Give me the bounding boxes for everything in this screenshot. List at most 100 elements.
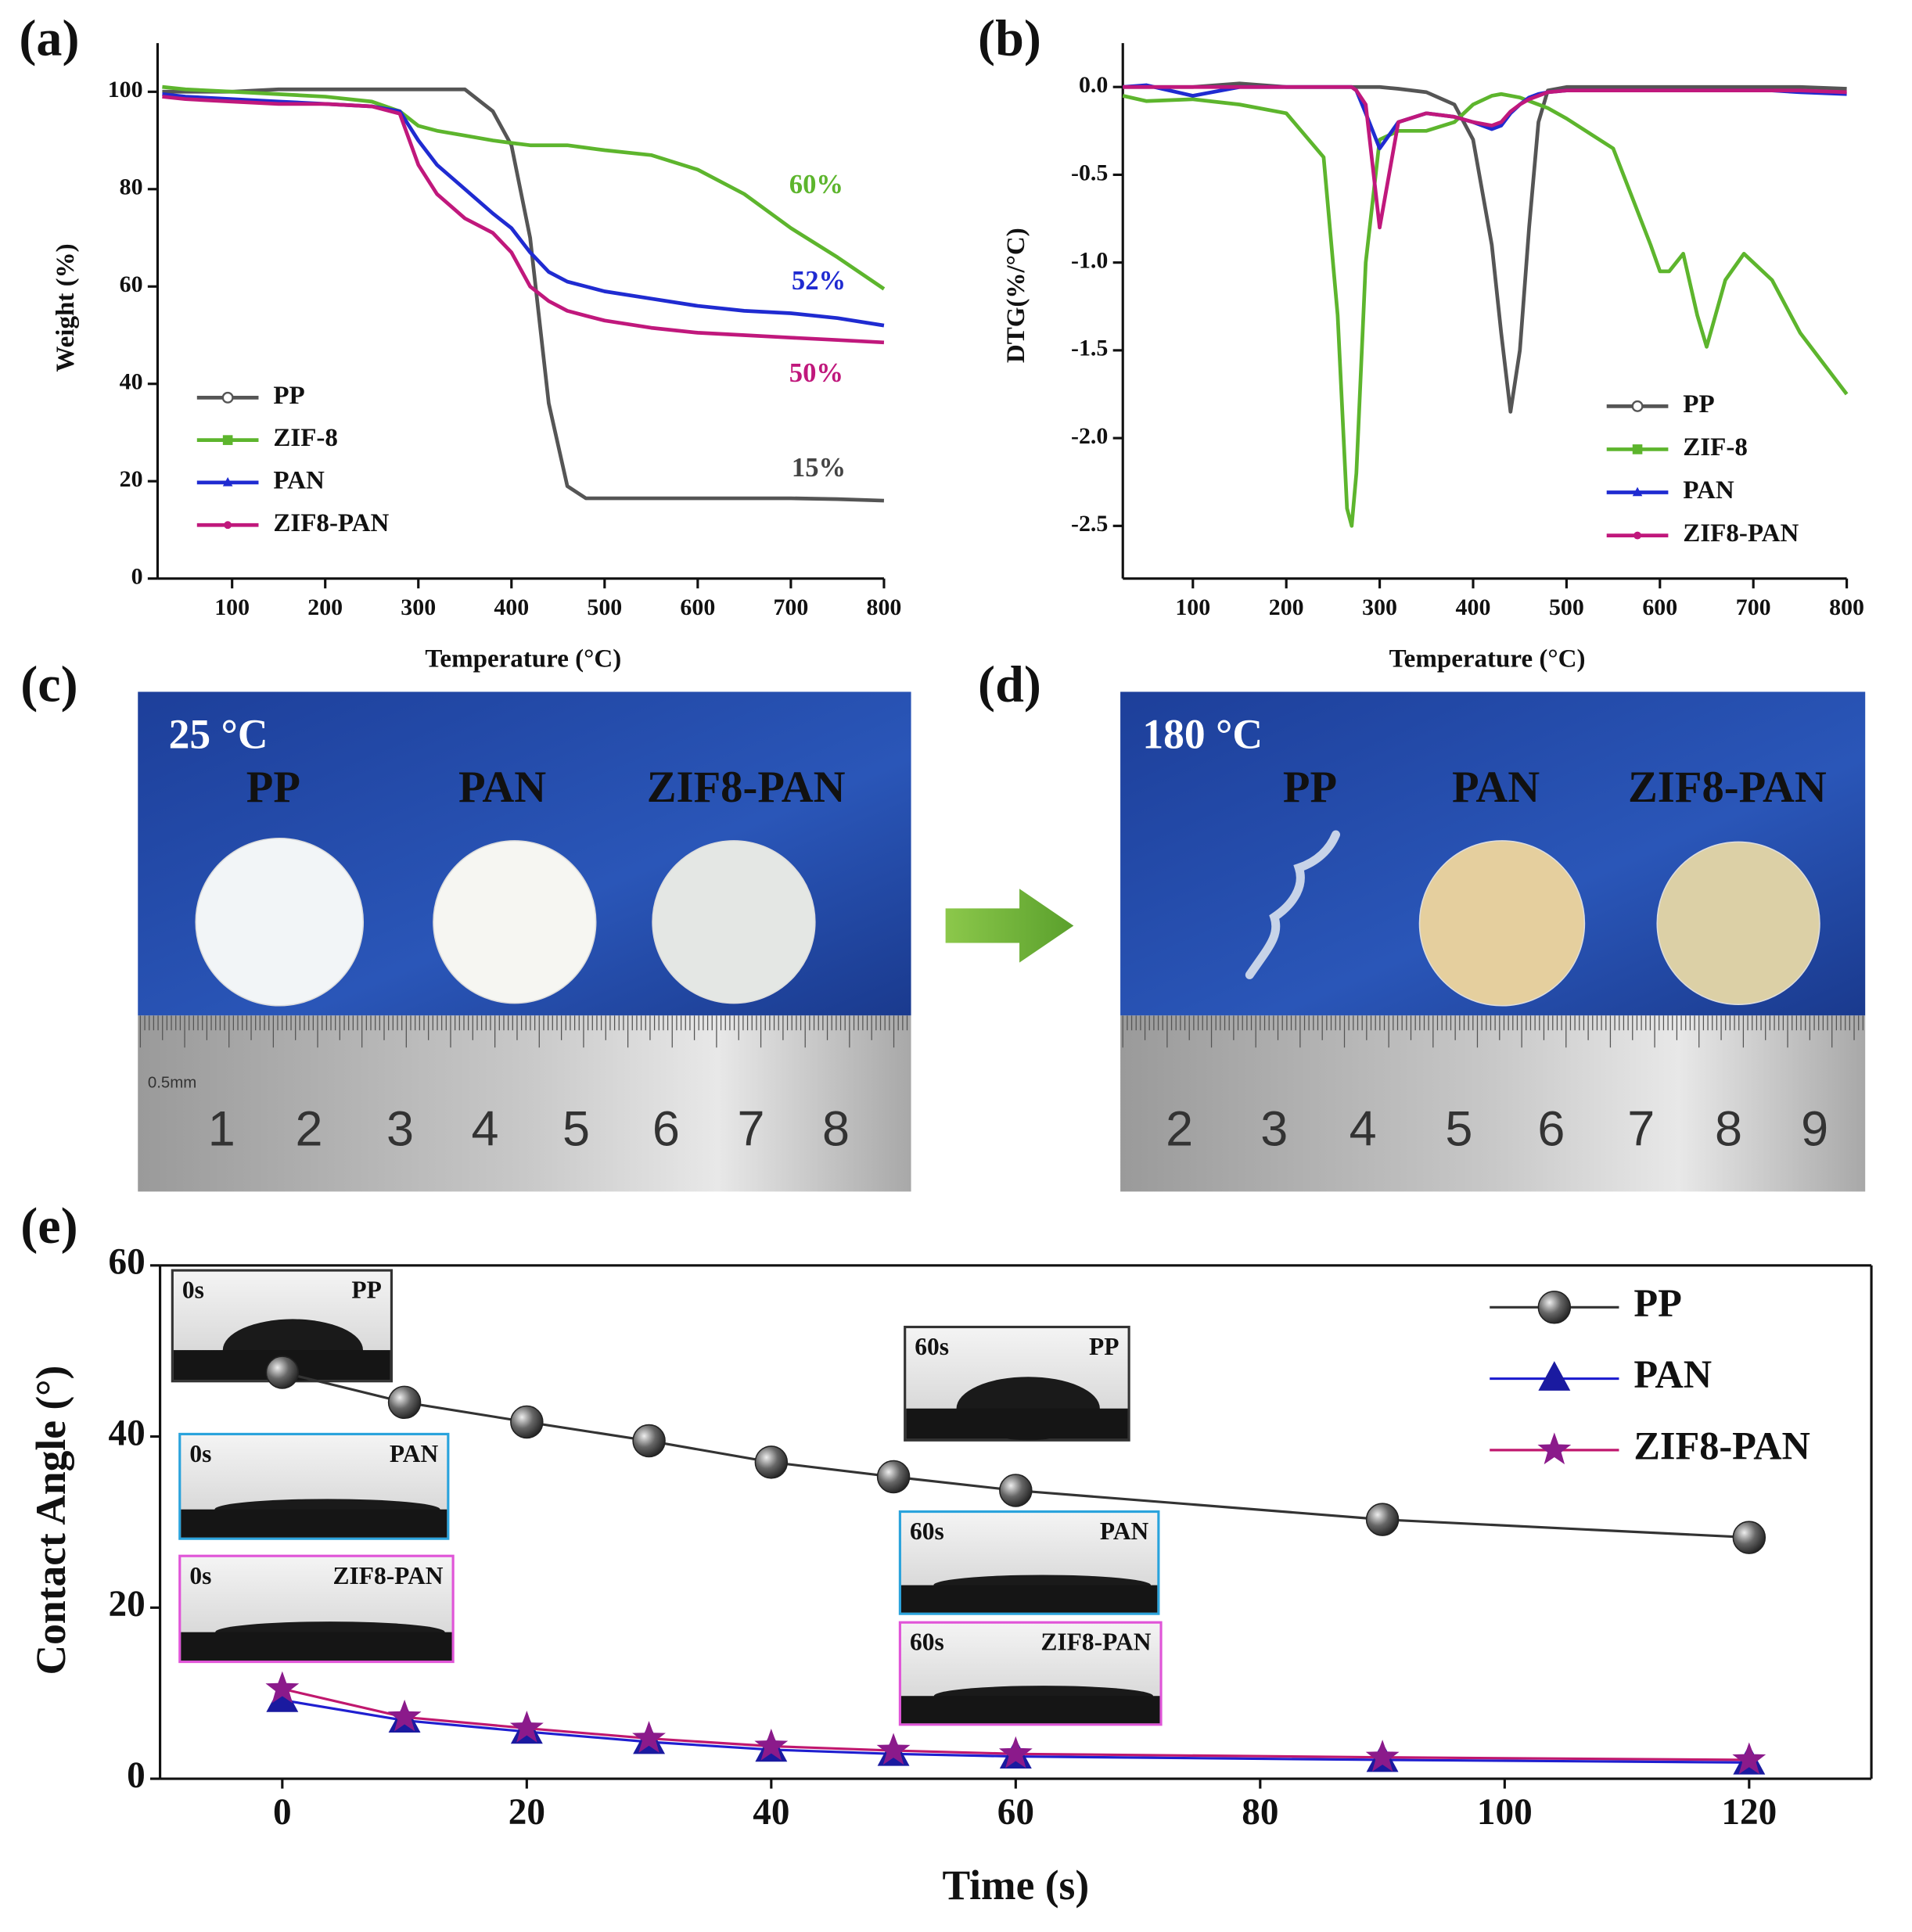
marker <box>1732 1742 1766 1775</box>
sample-label: ZIF8-PAN <box>647 763 846 812</box>
x-axis-label: Temperature (°C) <box>425 645 621 673</box>
y-tick-label: -2.0 <box>1071 423 1108 449</box>
legend-label: ZIF8-PAN <box>273 509 389 537</box>
panel-label: (e) <box>20 1198 77 1255</box>
series-line <box>1123 83 1847 151</box>
marker <box>265 1671 300 1704</box>
y-tick-label: 0 <box>127 1755 146 1796</box>
ruler-number: 2 <box>295 1101 322 1156</box>
inset-sample: PP <box>351 1277 381 1304</box>
series-line <box>162 84 886 291</box>
x-tick-label: 20 <box>509 1792 545 1833</box>
legend-marker <box>1632 444 1643 454</box>
panel-label: (c) <box>20 655 77 713</box>
ruler-number: 5 <box>1445 1101 1472 1156</box>
y-tick-label: -1.5 <box>1071 336 1108 361</box>
ruler-unit: 0.5mm <box>148 1073 196 1091</box>
ruler-number: 7 <box>737 1101 764 1156</box>
y-tick-label: 100 <box>108 77 143 102</box>
legend-label: PP <box>1633 1281 1682 1325</box>
ruler-number: 8 <box>822 1101 850 1156</box>
marker <box>387 1385 422 1420</box>
inset-sample: ZIF8-PAN <box>1040 1629 1151 1656</box>
series-line <box>1122 92 1849 528</box>
legend-marker <box>221 391 234 404</box>
legend-label: PP <box>273 382 304 410</box>
legend-marker <box>1538 1361 1571 1391</box>
ruler-number: 4 <box>472 1101 499 1156</box>
substrate <box>900 1585 1158 1613</box>
membrane <box>1656 841 1820 1005</box>
x-axis-label: Time (s) <box>942 1862 1089 1909</box>
membrane <box>433 840 597 1004</box>
membrane <box>652 840 816 1004</box>
series-line <box>162 95 885 345</box>
marker <box>1365 1740 1400 1772</box>
y-tick-label: 40 <box>108 1413 145 1453</box>
marker <box>754 1729 789 1761</box>
marker <box>1365 1503 1400 1536</box>
ruler-number: 3 <box>386 1101 414 1156</box>
x-tick-label: 200 <box>1269 594 1304 620</box>
legend-marker <box>1632 487 1643 497</box>
marker <box>510 1405 544 1439</box>
panel-label: (d) <box>978 655 1041 713</box>
inset-time: 60s <box>910 1629 944 1656</box>
ruler-number: 3 <box>1260 1101 1288 1156</box>
ruler-number: 9 <box>1801 1101 1828 1156</box>
temperature: 180 °C <box>1142 711 1263 758</box>
legend-label: ZIF8-PAN <box>1633 1424 1810 1467</box>
inset-sample: PAN <box>1100 1517 1149 1545</box>
y-axis-label: Weight (%) <box>52 243 80 372</box>
inset-time: 60s <box>915 1333 949 1360</box>
legend-label: PAN <box>1683 476 1734 505</box>
x-tick-label: 800 <box>1829 594 1864 620</box>
legend-label: PP <box>1683 390 1714 418</box>
x-tick-label: 700 <box>1736 594 1771 620</box>
y-tick-label: 0.0 <box>1079 72 1108 98</box>
inset-sample: PP <box>1089 1333 1119 1360</box>
marker <box>266 1682 299 1712</box>
ruler-number: 6 <box>1537 1101 1565 1156</box>
series-line <box>1123 81 1847 414</box>
annotation: 60% <box>789 170 843 199</box>
legend-marker <box>1631 400 1644 412</box>
x-tick-label: 100 <box>1477 1792 1533 1833</box>
x-tick-label: 100 <box>1175 594 1210 620</box>
x-tick-label: 500 <box>1549 594 1584 620</box>
substrate <box>900 1696 1160 1724</box>
ruler <box>138 1015 911 1192</box>
marker <box>265 1356 300 1389</box>
x-tick-label: 300 <box>1362 594 1397 620</box>
inset-time: 0s <box>182 1277 204 1304</box>
x-tick-label: 100 <box>214 594 250 620</box>
x-tick-label: 400 <box>494 594 529 620</box>
legend-marker <box>1537 1291 1572 1324</box>
legend-marker <box>222 435 233 445</box>
legend-label: ZIF8-PAN <box>1683 519 1799 548</box>
x-tick-label: 600 <box>1642 594 1677 620</box>
x-tick-label: 40 <box>753 1792 789 1833</box>
inset: 0s PAN <box>178 1432 450 1540</box>
substrate <box>181 1632 452 1661</box>
sample-label: PAN <box>458 763 546 812</box>
inset-time: 0s <box>189 1440 211 1467</box>
y-axis-label: Contact Angle (°) <box>27 1366 74 1675</box>
x-tick-label: 120 <box>1721 1792 1777 1833</box>
ruler-number: 1 <box>208 1101 235 1156</box>
annotation: 50% <box>789 358 843 388</box>
legend-label: ZIF-8 <box>1683 433 1748 461</box>
marker <box>632 1721 666 1753</box>
marker <box>999 1474 1033 1507</box>
ruler-number: 7 <box>1627 1101 1655 1156</box>
x-tick-label: 400 <box>1456 594 1491 620</box>
legend-marker <box>224 521 232 530</box>
series-line <box>162 87 885 503</box>
legend-marker <box>222 476 233 487</box>
marker <box>998 1736 1033 1769</box>
inset-sample: PAN <box>390 1440 439 1467</box>
inset: 0s ZIF8-PAN <box>178 1554 455 1664</box>
y-tick-label: -2.5 <box>1071 511 1108 537</box>
y-axis-label: DTG(%/°C) <box>1002 228 1030 363</box>
marker <box>387 1699 422 1732</box>
